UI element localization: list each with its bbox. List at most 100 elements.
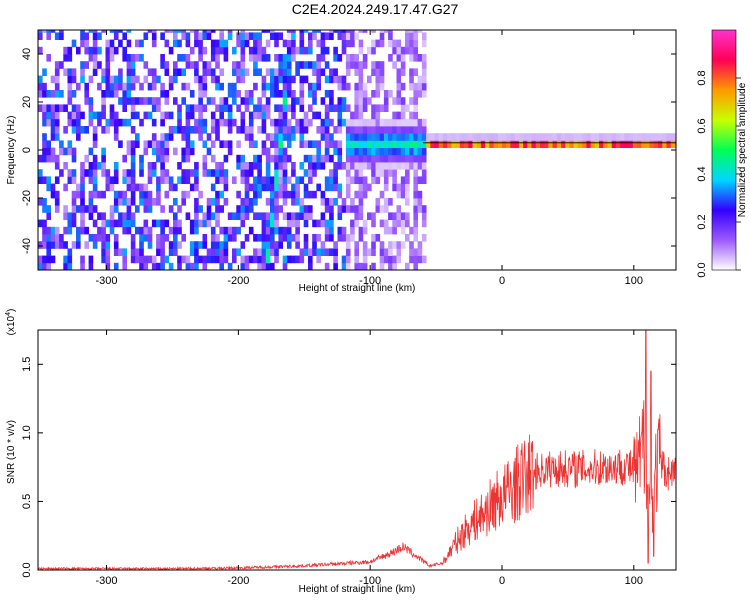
heatmap-cell	[46, 212, 52, 220]
heatmap-cell	[160, 248, 165, 256]
heatmap-cell	[413, 169, 419, 177]
heatmap-cell	[223, 248, 229, 256]
heatmap-cell	[421, 39, 427, 48]
heatmap-cell	[396, 39, 402, 48]
heatmap-cell	[109, 46, 115, 55]
heatmap-cell	[232, 255, 237, 264]
heatmap-cell	[375, 147, 381, 156]
heatmap-cell	[358, 176, 364, 184]
heatmap-cell	[215, 46, 220, 55]
heatmap-cell	[139, 248, 144, 256]
heatmap-cell	[185, 176, 191, 184]
heatmap-cell	[46, 234, 52, 242]
heatmap-cell	[173, 39, 178, 48]
heatmap-cell	[59, 241, 64, 249]
heatmap-cell	[160, 90, 165, 98]
heatmap-cell	[168, 46, 174, 55]
heatmap-cell	[244, 205, 250, 213]
heatmap-cell	[160, 154, 165, 163]
heatmap-cell	[130, 75, 136, 84]
heatmap-cell	[206, 219, 212, 228]
heatmap-cell	[177, 126, 182, 134]
heatmap-cell	[126, 61, 132, 69]
heatmap-cell	[261, 46, 267, 55]
heatmap-cell	[354, 32, 360, 40]
heatmap-cell	[202, 262, 208, 270]
heatmap-cell	[506, 140, 511, 148]
heatmap-cell	[599, 133, 604, 141]
heatmap-cell	[611, 140, 617, 148]
heatmap-cell	[54, 82, 60, 91]
heatmap-cell	[354, 61, 360, 69]
heatmap-cell	[101, 190, 106, 199]
heatmap-cell	[278, 176, 284, 184]
heatmap-cell	[523, 140, 528, 148]
heatmap-cell	[337, 234, 343, 242]
heatmap-cell	[358, 118, 364, 127]
heatmap-cell	[71, 241, 77, 249]
heatmap-cell	[265, 241, 271, 249]
heatmap-cell	[417, 118, 423, 127]
heatmap-cell	[105, 68, 111, 76]
heatmap-cells	[38, 30, 676, 270]
heatmap-cell	[160, 241, 165, 249]
heatmap-cell	[257, 262, 262, 270]
heatmap-cell	[421, 205, 427, 213]
heatmap-cell	[168, 248, 174, 256]
heatmap-cell	[274, 205, 279, 213]
heatmap-cell	[50, 118, 56, 127]
heatmap-cell	[139, 54, 144, 62]
heatmap-cell	[50, 241, 56, 249]
heatmap-cell	[383, 133, 389, 141]
heatmap-cell	[139, 82, 144, 91]
heatmap-cell	[240, 54, 246, 62]
heatmap-cell	[345, 147, 351, 156]
heatmap-cell	[303, 219, 309, 228]
heatmap-cell	[400, 219, 406, 228]
heatmap-cell	[396, 111, 402, 120]
heatmap-cell	[278, 234, 284, 242]
heatmap-cell	[274, 176, 279, 184]
heatmap-cell	[198, 46, 203, 55]
heatmap-cell	[278, 90, 284, 98]
heatmap-cell	[628, 140, 634, 148]
heatmap-cell	[54, 61, 60, 69]
heatmap-cell	[130, 61, 136, 69]
heatmap-cell	[354, 262, 360, 270]
heatmap-cell	[312, 61, 317, 69]
heatmap-cell	[76, 118, 81, 127]
heatmap-cell	[139, 118, 144, 127]
heatmap-cell	[105, 61, 111, 69]
heatmap-cell	[173, 226, 178, 235]
heatmap-cell	[282, 97, 288, 105]
heatmap-cell	[206, 30, 212, 33]
heatmap-cell	[421, 61, 427, 69]
heatmap-cell	[329, 198, 334, 206]
heatmap-cell	[362, 90, 368, 98]
y-tick-label: 40	[21, 48, 33, 60]
heatmap-cell	[257, 32, 262, 40]
heatmap-cell	[122, 198, 128, 206]
heatmap-cell	[253, 68, 258, 76]
heatmap-cell	[375, 118, 381, 127]
heatmap-cell	[244, 234, 250, 242]
heatmap-cell	[206, 97, 212, 105]
heatmap-cell	[257, 190, 262, 199]
heatmap-cell	[299, 162, 305, 170]
heatmap-cell	[312, 234, 317, 242]
heatmap-cell	[156, 140, 161, 148]
heatmap-cell	[274, 126, 279, 134]
heatmap-cell	[544, 140, 549, 148]
heatmap-cell	[329, 104, 334, 112]
snr-frame	[37, 329, 677, 571]
heatmap-cell	[236, 61, 241, 69]
heatmap-cell	[662, 133, 667, 141]
heatmap-cell	[421, 126, 427, 134]
heatmap-cell	[253, 190, 258, 199]
heatmap-cell	[337, 140, 343, 148]
heatmap-cell	[240, 162, 246, 170]
heatmap-cell	[396, 82, 402, 91]
heatmap-cell	[189, 140, 195, 148]
heatmap-cell	[531, 140, 537, 148]
heatmap-cell	[76, 111, 81, 120]
